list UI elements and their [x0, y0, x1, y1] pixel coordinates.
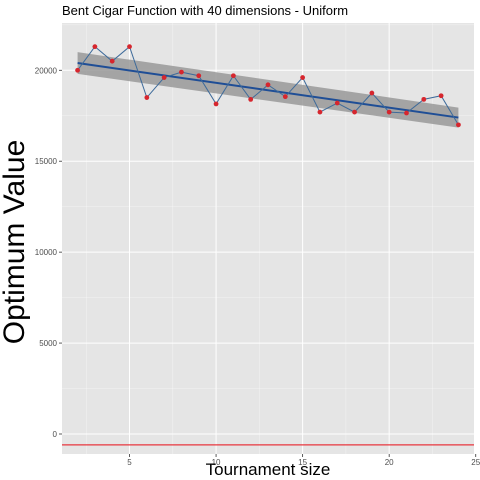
y-tick-label: 0 [53, 430, 58, 439]
data-point [248, 96, 254, 102]
data-point [144, 95, 150, 100]
data-point [334, 100, 340, 106]
data-point [230, 73, 236, 79]
data-point [265, 82, 271, 88]
data-point [386, 109, 392, 115]
data-point [282, 94, 288, 100]
data-point [352, 109, 357, 115]
data-point [213, 101, 219, 107]
trend-line [77, 62, 459, 119]
data-point [421, 96, 427, 102]
data-point [179, 69, 184, 75]
data-point [438, 93, 444, 99]
data-point [317, 109, 323, 115]
x-tick-label: 15 [298, 458, 307, 467]
data-point [109, 58, 115, 64]
data-point [300, 75, 306, 80]
plot-area: 0 5000 10000 15000 20000 5 10 15 20 25 [35, 23, 480, 467]
data-point [369, 90, 375, 96]
x-tick-label: 10 [212, 458, 221, 467]
x-tick-label: 5 [127, 458, 132, 467]
data-point [161, 75, 167, 80]
data-point [456, 122, 461, 128]
x-tick-label: 25 [471, 458, 480, 467]
y-axis-label: Optimum Value [0, 140, 31, 345]
data-point [404, 110, 409, 116]
y-tick-label: 20000 [35, 66, 58, 75]
x-axis-label: Tournament size [206, 460, 331, 479]
y-tick-label: 15000 [35, 157, 58, 166]
data-point [127, 44, 132, 50]
data-point [75, 67, 80, 73]
y-tick-label: 10000 [35, 248, 58, 257]
x-tick-label: 20 [385, 458, 394, 467]
data-point [92, 44, 98, 50]
data-point [196, 73, 202, 79]
y-tick-label: 5000 [39, 339, 57, 348]
chart-title: Bent Cigar Function with 40 dimensions -… [62, 3, 348, 18]
